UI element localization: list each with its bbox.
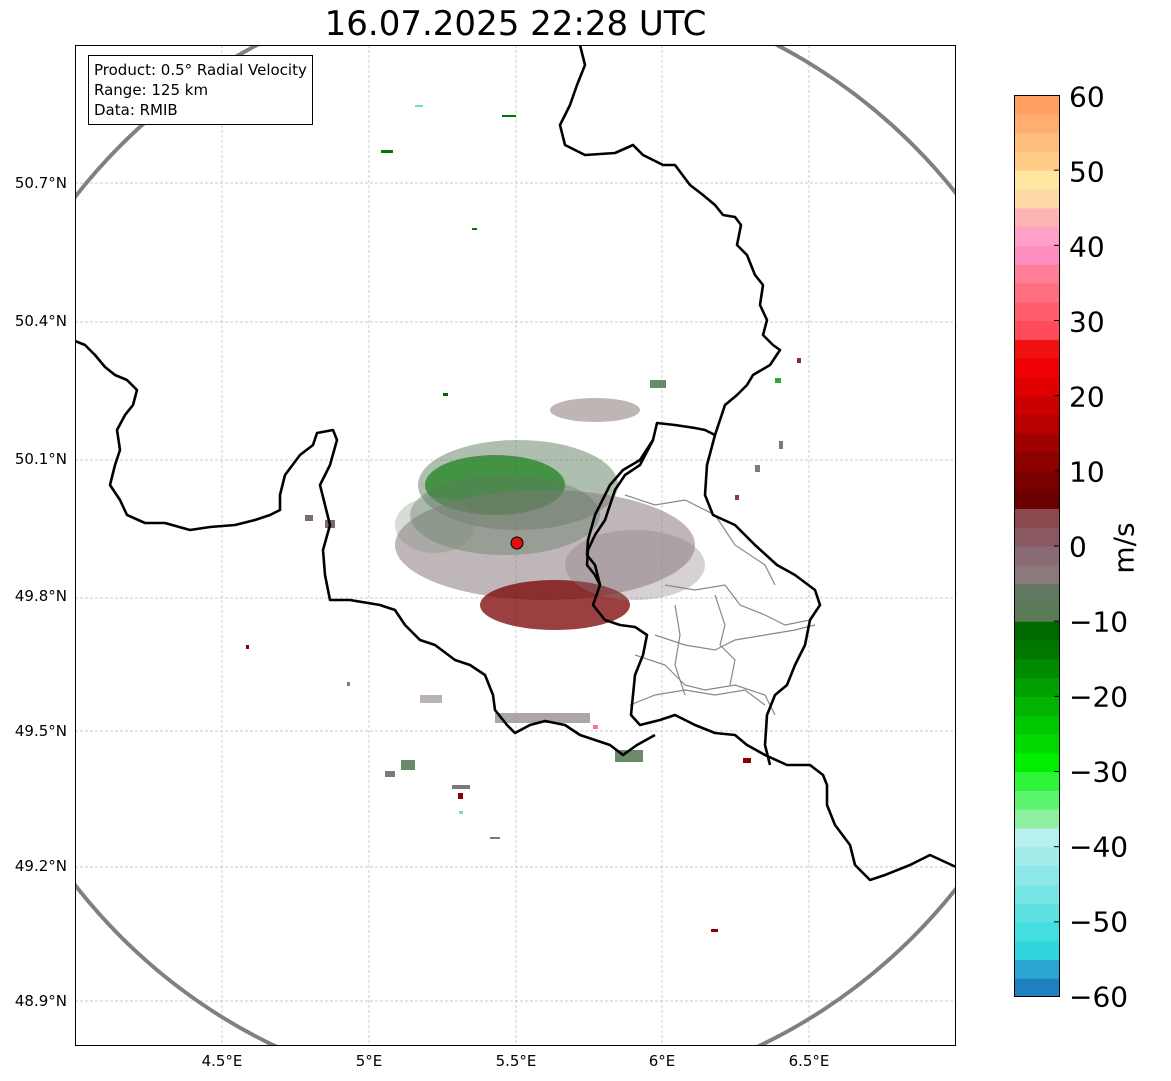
colorbar-segment (1014, 865, 1060, 885)
colorbar-segment (1014, 358, 1060, 378)
colorbar-tick-minus-50: −50 (1069, 905, 1129, 939)
colorbar-segment (1014, 376, 1060, 397)
colorbar-segment (1014, 151, 1060, 171)
lat-label-50-1: 50.1°N (14, 450, 67, 468)
colorbar-segment (1014, 733, 1060, 754)
colorbar-tick-60: 60 (1069, 80, 1105, 114)
colorbar-segment (1014, 264, 1060, 284)
velocity-colorbar (1014, 95, 1060, 997)
lat-label-50-4: 50.4°N (14, 312, 67, 330)
colorbar-segment (1014, 583, 1060, 603)
colorbar-tick-minus-10: −10 (1069, 605, 1129, 639)
colorbar-tick-20: 20 (1069, 380, 1105, 414)
colorbar-segment (1014, 884, 1060, 904)
colorbar-segment (1014, 658, 1060, 679)
colorbar-segment (1014, 301, 1060, 322)
colorbar-segment (1014, 790, 1060, 810)
colorbar-unit-label: m/s (1107, 522, 1141, 574)
lat-label-48-9: 48.9°N (14, 992, 67, 1010)
lat-label-50-7: 50.7°N (14, 174, 67, 192)
colorbar-segment (1014, 752, 1060, 773)
lon-label-4-5: 4.5°E (201, 1052, 243, 1070)
lat-label-49-8: 49.8°N (14, 587, 67, 605)
lon-label-5-5: 5.5°E (495, 1052, 537, 1070)
colorbar-segment (1014, 959, 1060, 979)
colorbar-segment (1014, 621, 1060, 641)
colorbar-segment (1014, 677, 1060, 697)
colorbar-segment (1014, 395, 1060, 416)
colorbar-segment (1014, 639, 1060, 660)
colorbar-segment (1014, 696, 1060, 716)
colorbar-segment (1014, 470, 1060, 491)
colorbar-tick-40: 40 (1069, 230, 1105, 264)
colorbar-segment (1014, 978, 1060, 997)
colorbar-segment (1014, 809, 1060, 829)
range-label: Range: 125 km (94, 81, 209, 99)
colorbar-segment (1014, 452, 1060, 472)
colorbar-segment (1014, 921, 1060, 942)
radar-site-marker (510, 536, 524, 550)
colorbar-segment (1014, 508, 1060, 528)
radar-echoes (246, 105, 801, 932)
colorbar-segment (1014, 414, 1060, 434)
colorbar-segment (1014, 282, 1060, 303)
colorbar-segment (1014, 546, 1060, 566)
lon-label-5: 5°E (355, 1052, 383, 1070)
colorbar-tick-0: 0 (1069, 530, 1087, 564)
colorbar-segment (1014, 564, 1060, 585)
colorbar-segment (1014, 95, 1060, 115)
colorbar-segment (1014, 433, 1060, 453)
lon-label-6-5: 6.5°E (788, 1052, 830, 1070)
colorbar-segment (1014, 132, 1060, 152)
data-source-label: Data: RMIB (94, 101, 178, 119)
colorbar-tick-minus-20: −20 (1069, 680, 1129, 714)
product-info-box: Product: 0.5° Radial Velocity Range: 125… (88, 55, 313, 125)
colorbar-tick-30: 30 (1069, 305, 1105, 339)
regional-borders (624, 494, 816, 716)
colorbar-segment (1014, 940, 1060, 961)
colorbar-segment (1014, 489, 1060, 510)
colorbar-tick-minus-30: −30 (1069, 755, 1129, 789)
colorbar-segment (1014, 207, 1060, 228)
lon-label-6: 6°E (648, 1052, 676, 1070)
colorbar-segment (1014, 188, 1060, 209)
colorbar-tick-10: 10 (1069, 455, 1105, 489)
product-label: Product: 0.5° Radial Velocity (94, 61, 307, 79)
colorbar-segment (1014, 602, 1060, 622)
colorbar-segment (1014, 170, 1060, 190)
colorbar-segment (1014, 245, 1060, 265)
colorbar-segment (1014, 320, 1060, 340)
colorbar-segment (1014, 113, 1060, 134)
colorbar-segment (1014, 226, 1060, 246)
colorbar-segment (1014, 846, 1060, 867)
radar-map (75, 45, 956, 1046)
lat-label-49-2: 49.2°N (14, 857, 67, 875)
colorbar-segment (1014, 827, 1060, 848)
colorbar-tick-minus-40: −40 (1069, 830, 1129, 864)
lat-label-49-5: 49.5°N (14, 722, 67, 740)
colorbar-tick-50: 50 (1069, 155, 1105, 189)
colorbar-segment (1014, 527, 1060, 547)
map-title: 16.07.2025 22:28 UTC (324, 4, 707, 44)
colorbar-tick-minus-60: −60 (1069, 980, 1129, 1014)
colorbar-segment (1014, 771, 1060, 791)
national-borders (75, 45, 956, 882)
colorbar-segment (1014, 715, 1060, 735)
colorbar-segment (1014, 339, 1060, 359)
colorbar-segment (1014, 903, 1060, 923)
